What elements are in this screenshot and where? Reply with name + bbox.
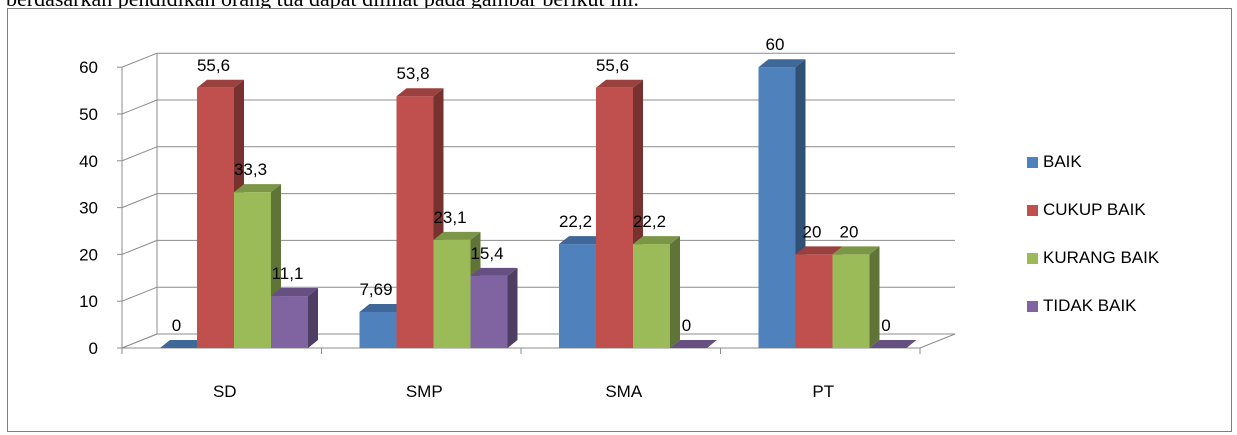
y-tick-label: 20 (79, 245, 98, 264)
bar (559, 244, 596, 348)
bar-top (433, 231, 481, 240)
bar (470, 275, 508, 348)
data-label: 15,4 (470, 244, 503, 263)
gridline-side (121, 146, 158, 162)
bar (197, 87, 234, 349)
chart-legend: BAIK CUKUP BAIK KURANG BAIK TIDAK BAIK (1027, 138, 1159, 330)
x-tick-label: PT (812, 382, 834, 401)
y-tick-label: 10 (79, 292, 98, 311)
bar-side (869, 246, 880, 348)
y-tick-label: 0 (89, 339, 98, 358)
bar (633, 244, 670, 348)
bar-top (234, 184, 281, 193)
data-label: 0 (172, 316, 181, 335)
y-tick-label: 40 (79, 152, 98, 171)
data-label: 60 (766, 35, 785, 54)
legend-label: TIDAK BAIK (1043, 296, 1137, 315)
x-tick-label: SD (213, 382, 237, 401)
bar-top (795, 246, 843, 255)
y-tick-label: 30 (79, 199, 98, 218)
gridline-side (121, 286, 158, 302)
legend-item: CUKUP BAIK (1027, 186, 1159, 234)
legend-swatch (1027, 204, 1038, 216)
data-label: 0 (881, 316, 890, 335)
data-label: 33,3 (234, 160, 267, 179)
legend-swatch (1027, 252, 1038, 264)
bar-side (670, 236, 680, 348)
bar-top (758, 59, 806, 68)
bar-top (559, 236, 606, 245)
bar (271, 296, 308, 348)
legend-label: BAIK (1043, 152, 1082, 171)
data-label: 55,6 (197, 56, 230, 75)
gridline-side (121, 52, 158, 68)
data-label: 7,69 (359, 280, 392, 299)
bar-top (197, 79, 244, 88)
bar (234, 192, 271, 348)
legend-item: KURANG BAIK (1027, 234, 1159, 282)
data-label: 11,1 (272, 264, 304, 283)
data-label: 0 (682, 316, 691, 335)
gridline-side (121, 239, 158, 255)
legend-swatch (1027, 300, 1038, 312)
legend-label: CUKUP BAIK (1043, 200, 1146, 219)
bar (758, 67, 796, 348)
y-tick-label: 60 (79, 58, 98, 77)
gridline-side (121, 99, 158, 115)
data-label: 53,8 (396, 64, 429, 83)
x-tick-label: SMA (605, 382, 643, 401)
bar-top (160, 340, 207, 348)
bar-top (396, 88, 444, 97)
bar-top (271, 288, 318, 297)
x-tick-label: SMP (406, 382, 443, 401)
bar (433, 239, 471, 348)
legend-label: KURANG BAIK (1043, 248, 1160, 267)
bar (359, 312, 397, 348)
bar-top (869, 340, 917, 348)
data-label: 20 (803, 222, 822, 241)
gridline-side (121, 193, 158, 209)
data-label: 22,2 (633, 212, 666, 231)
bar (832, 254, 870, 348)
data-label: 55,6 (596, 56, 629, 75)
data-label: 20 (840, 222, 859, 241)
legend-swatch (1027, 156, 1038, 168)
bar (795, 254, 833, 348)
y-tick-label: 50 (79, 105, 98, 124)
bar-top (359, 304, 407, 313)
bar-side (507, 267, 518, 348)
bar-top (670, 340, 717, 348)
bar-top (832, 246, 880, 255)
bar-top (470, 267, 518, 276)
cut-off-document-text: berdasarkan pendidikan orang tua dapat d… (6, 0, 639, 12)
data-label: 23,1 (433, 208, 466, 227)
bar-top (633, 236, 680, 245)
bar-side (308, 288, 318, 348)
legend-item: BAIK (1027, 138, 1159, 186)
data-label: 22,2 (559, 212, 592, 231)
bar (596, 87, 633, 349)
bar-top (596, 79, 643, 88)
legend-item: TIDAK BAIK (1027, 282, 1159, 330)
bar (396, 96, 434, 348)
